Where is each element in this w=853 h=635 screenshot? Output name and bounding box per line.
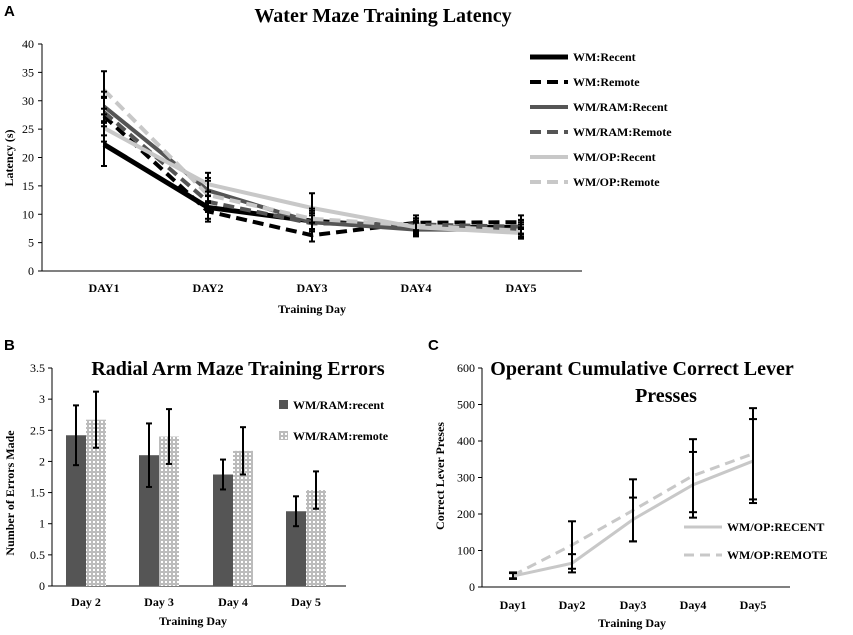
chart-b-bar-0 bbox=[286, 511, 306, 586]
chart-a-y-tick-label: 25 bbox=[22, 122, 34, 136]
chart-c-x-tick-label: Day1 bbox=[500, 598, 527, 612]
chart-b-xlabel: Training Day bbox=[159, 614, 227, 628]
chart-a-legend-label: WM/OP:Recent bbox=[573, 150, 656, 164]
chart-a-ylabel: Latency (s) bbox=[2, 130, 16, 187]
chart-c-y-tick-label: 600 bbox=[457, 361, 475, 375]
chart-b-x-tick-label: Day 4 bbox=[218, 595, 248, 609]
chart-a-y-tick-label: 40 bbox=[22, 37, 34, 51]
chart-c-x-tick-label: Day4 bbox=[680, 598, 707, 612]
chart-a-legend-label: WM/RAM:Recent bbox=[573, 100, 668, 114]
chart-c-y-tick-label: 100 bbox=[457, 544, 475, 558]
chart-b-legend-label: WM/RAM:recent bbox=[293, 398, 384, 412]
chart-c-y-tick-label: 200 bbox=[457, 507, 475, 521]
chart-b-legend-label: WM/RAM:remote bbox=[293, 429, 389, 443]
chart-b-bar-0 bbox=[139, 455, 159, 586]
chart-b-y-tick-label: 2 bbox=[39, 454, 45, 468]
chart-c-y-tick-label: 300 bbox=[457, 471, 475, 485]
chart-b-x-tick-label: Day 3 bbox=[144, 595, 174, 609]
chart-b-y-tick-label: 3 bbox=[39, 392, 45, 406]
chart-b-bar-1 bbox=[159, 436, 179, 586]
chart-c-legend-label: WM/OP:RECENT bbox=[727, 520, 824, 534]
chart-b-y-tick-label: 0.5 bbox=[30, 548, 45, 562]
chart-c-title-line2: Presses bbox=[635, 385, 697, 407]
chart-a-y-tick-label: 15 bbox=[22, 179, 34, 193]
chart-a-legend-label: WM:Remote bbox=[573, 75, 640, 89]
chart-b-y-tick-label: 1.5 bbox=[30, 486, 45, 500]
chart-b-y-tick-label: 0 bbox=[39, 579, 45, 593]
chart-b-x-tick-label: Day 5 bbox=[291, 595, 321, 609]
panel-label-c: C bbox=[428, 337, 439, 354]
panel-label-b: B bbox=[4, 337, 15, 354]
chart-b-title: Radial Arm Maze Training Errors bbox=[91, 358, 385, 380]
chart-c-legend-label: WM/OP:REMOTE bbox=[727, 548, 828, 562]
chart-b-legend-swatch bbox=[279, 431, 288, 440]
chart-a-y-tick-label: 10 bbox=[22, 207, 34, 221]
chart-a-legend-label: WM/RAM:Remote bbox=[573, 125, 672, 139]
chart-a-x-tick-label: DAY5 bbox=[506, 281, 537, 295]
chart-a-x-tick-label: DAY2 bbox=[193, 281, 224, 295]
chart-c-title-line1: Operant Cumulative Correct Lever bbox=[490, 358, 794, 380]
chart-b-y-tick-label: 3.5 bbox=[30, 361, 45, 375]
chart-a-x-tick-label: DAY3 bbox=[297, 281, 328, 295]
radial-arm-chart: Radial Arm Maze Training Errors 0 0.5 1 1.5… bbox=[3, 358, 389, 628]
chart-a-xlabel: Training Day bbox=[278, 302, 346, 316]
chart-b-bar-1 bbox=[233, 450, 253, 586]
operant-chart: Operant Cumulative Correct Lever Presses… bbox=[433, 358, 828, 630]
chart-a-y-tick-label: 35 bbox=[22, 65, 34, 79]
chart-c-y-tick-label: 400 bbox=[457, 434, 475, 448]
chart-a-y-tick-label: 20 bbox=[22, 151, 34, 165]
chart-a-series-line-5 bbox=[102, 88, 522, 233]
chart-b-x-tick-label: Day 2 bbox=[71, 595, 101, 609]
chart-b-y-tick-label: 2.5 bbox=[30, 423, 45, 437]
chart-a-legend-label: WM:Recent bbox=[573, 50, 636, 64]
chart-a-legend-label: WM/OP:Remote bbox=[573, 175, 660, 189]
chart-a-x-tick-label: DAY1 bbox=[89, 281, 120, 295]
chart-a-title: Water Maze Training Latency bbox=[254, 5, 511, 27]
chart-b-bar-1 bbox=[306, 490, 326, 586]
chart-c-x-tick-label: Day3 bbox=[620, 598, 647, 612]
chart-b-bar-0 bbox=[213, 474, 233, 586]
chart-a-y-tick-label: 30 bbox=[22, 94, 34, 108]
chart-b-ylabel: Number of Errors Made bbox=[3, 430, 17, 556]
chart-c-x-tick-label: Day2 bbox=[559, 598, 586, 612]
chart-b-legend-swatch bbox=[279, 400, 288, 409]
panel-label-a: A bbox=[4, 3, 15, 20]
chart-c-x-tick-label: Day5 bbox=[740, 598, 767, 612]
chart-b-bar-1 bbox=[86, 419, 106, 586]
chart-a-y-tick-label: 0 bbox=[28, 264, 34, 278]
chart-b-y-tick-label: 1 bbox=[39, 517, 45, 531]
chart-c-ylabel: Correct Lever Preses bbox=[433, 422, 447, 530]
chart-a-y-tick-label: 5 bbox=[28, 236, 34, 250]
chart-c-y-tick-label: 0 bbox=[469, 580, 475, 594]
chart-a-x-tick-label: DAY4 bbox=[401, 281, 432, 295]
water-maze-chart: Water Maze Training Latency 0 5 10 15 20 25 30… bbox=[2, 5, 672, 316]
chart-c-y-tick-label: 500 bbox=[457, 398, 475, 412]
chart-b-bar-0 bbox=[66, 435, 86, 586]
chart-c-xlabel: Training Day bbox=[598, 616, 666, 630]
